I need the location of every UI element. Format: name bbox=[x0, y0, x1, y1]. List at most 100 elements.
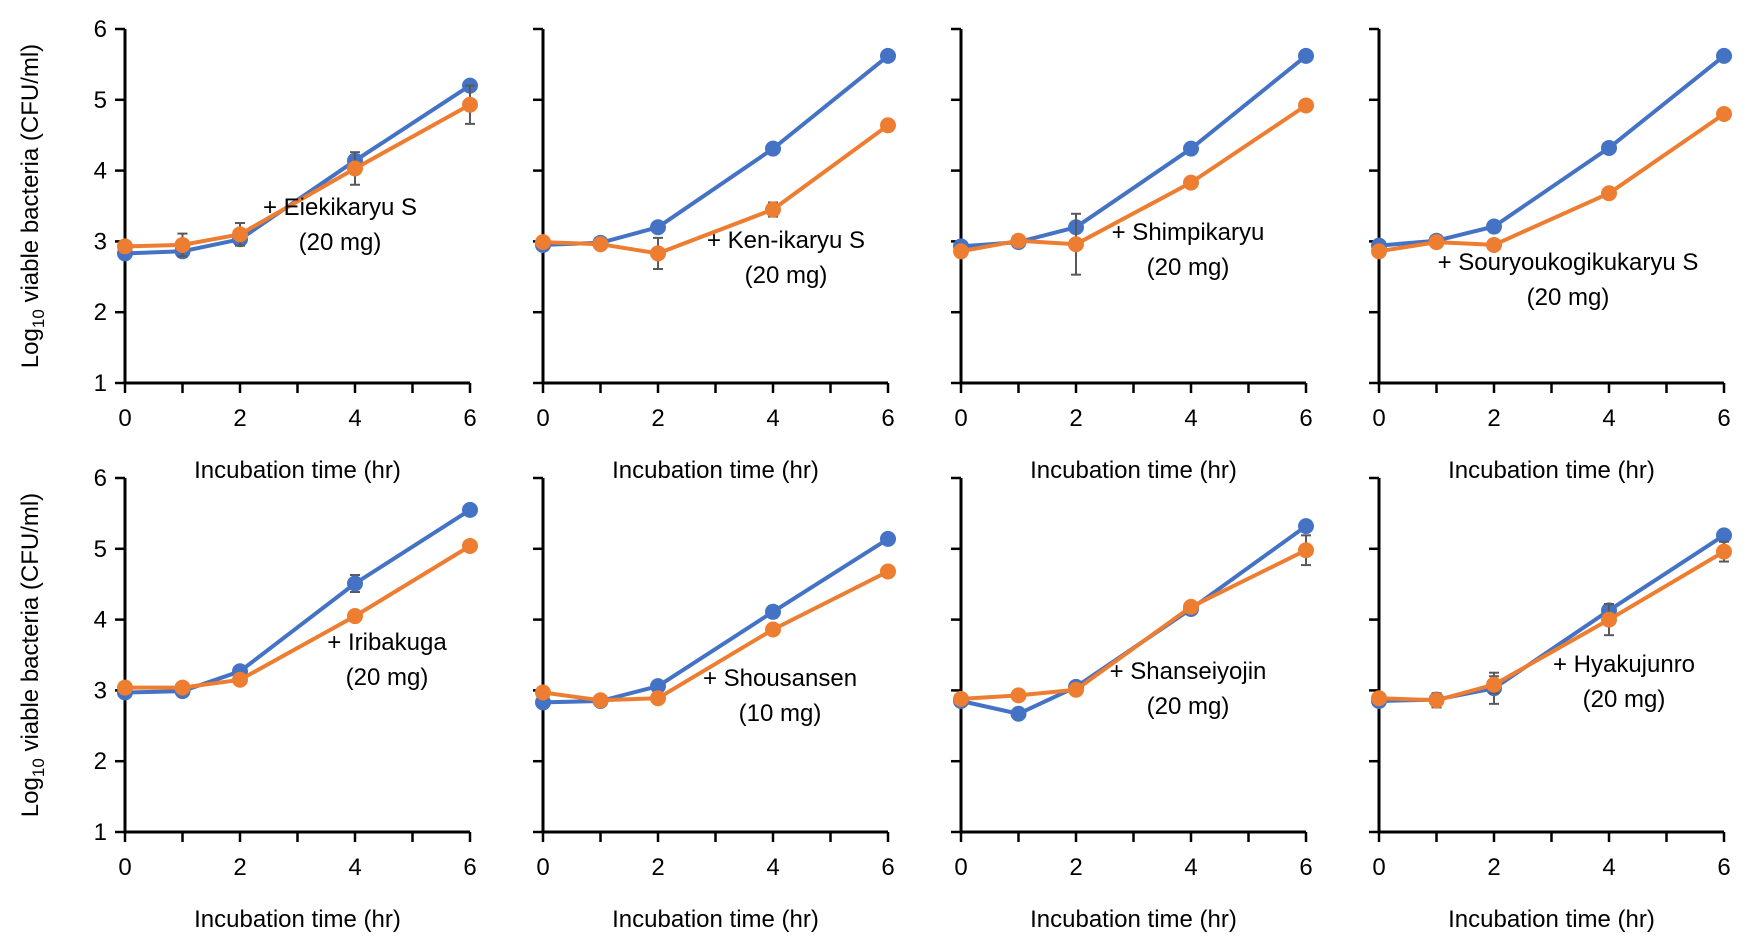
x-axis-title: Incubation time (hr) bbox=[612, 457, 819, 484]
x-tick-label: 2 bbox=[1487, 405, 1500, 432]
data-point bbox=[953, 243, 969, 260]
y-tick-label: 6 bbox=[94, 16, 107, 43]
series-orange bbox=[117, 537, 478, 696]
data-point bbox=[1371, 690, 1387, 707]
panel-annotation: + Eiekikaryu S bbox=[263, 194, 417, 221]
panel-annotation: + Ken-ikaryu S bbox=[707, 227, 865, 254]
data-point bbox=[1716, 527, 1732, 544]
data-point bbox=[117, 238, 133, 255]
data-point bbox=[347, 608, 363, 625]
series-orange bbox=[1371, 105, 1732, 260]
data-point bbox=[1298, 47, 1314, 64]
data-point bbox=[1371, 243, 1387, 260]
data-point bbox=[174, 236, 191, 253]
panel-annotation: + Iribakuga bbox=[327, 629, 447, 656]
panel-annotation: (20 mg) bbox=[1583, 686, 1666, 713]
data-point bbox=[1486, 676, 1502, 693]
x-tick-label: 2 bbox=[233, 405, 246, 432]
data-point bbox=[1428, 234, 1445, 251]
series-line bbox=[1378, 112, 1726, 254]
series-blue bbox=[535, 47, 896, 253]
chart-panel: 0 2 4 6 Incubation time (hr) + Shanseiyojin (2… bbox=[951, 476, 1314, 933]
x-tick-label: 4 bbox=[1602, 854, 1615, 881]
x-tick-label: 6 bbox=[881, 405, 894, 432]
x-axis-title: Incubation time (hr) bbox=[194, 906, 401, 933]
panel-annotation: + Souryoukogikukaryu S bbox=[1438, 249, 1699, 276]
y-tick-label: 3 bbox=[94, 228, 107, 255]
panel-annotation: (20 mg) bbox=[1147, 254, 1230, 281]
panel-annotation: + Shimpikaryu bbox=[1112, 219, 1265, 246]
data-point bbox=[953, 690, 969, 707]
data-point bbox=[1298, 542, 1314, 559]
x-tick-label: 4 bbox=[766, 405, 779, 432]
data-point bbox=[1183, 174, 1199, 191]
data-point bbox=[592, 692, 609, 709]
x-axis-title: Incubation time (hr) bbox=[194, 457, 401, 484]
data-point bbox=[765, 621, 781, 638]
data-point bbox=[650, 690, 666, 707]
data-point bbox=[880, 117, 896, 134]
data-point bbox=[1716, 105, 1732, 122]
x-tick-label: 6 bbox=[881, 854, 894, 881]
panel-annotation: (20 mg) bbox=[745, 262, 828, 289]
data-point bbox=[1298, 97, 1314, 114]
x-tick-label: 0 bbox=[1372, 854, 1385, 881]
series-line bbox=[960, 54, 1308, 249]
chart-panel: 0 2 4 6 Incubation time (hr) + Ken-ikaryu S (2… bbox=[533, 27, 896, 484]
data-point bbox=[462, 501, 478, 518]
x-tick-label: 4 bbox=[1184, 405, 1197, 432]
chart-panel: 0 2 4 6 Incubation time (hr) + Hyakujunro (20 … bbox=[1369, 476, 1732, 933]
panel-annotation: (10 mg) bbox=[739, 700, 822, 727]
data-point bbox=[462, 537, 478, 554]
data-point bbox=[880, 47, 896, 64]
data-point bbox=[765, 201, 781, 218]
x-tick-label: 2 bbox=[651, 854, 664, 881]
data-point bbox=[347, 160, 363, 177]
y-tick-label: 4 bbox=[94, 607, 107, 634]
x-axis-title: Incubation time (hr) bbox=[1448, 457, 1655, 484]
series-line bbox=[542, 54, 890, 247]
panel-annotation: + Shanseiyojin bbox=[1110, 658, 1267, 685]
data-point bbox=[462, 96, 478, 113]
data-point bbox=[535, 684, 551, 701]
series-blue bbox=[953, 518, 1314, 722]
x-tick-label: 2 bbox=[1069, 854, 1082, 881]
x-tick-label: 2 bbox=[1069, 405, 1082, 432]
data-point bbox=[650, 678, 666, 695]
y-tick-label: 2 bbox=[94, 299, 107, 326]
y-tick-label: 1 bbox=[94, 819, 107, 846]
x-axis-title: Incubation time (hr) bbox=[1448, 906, 1655, 933]
data-point bbox=[1068, 681, 1084, 698]
data-point bbox=[1183, 598, 1199, 615]
x-tick-label: 6 bbox=[1299, 854, 1312, 881]
chart-panel: 1 2 3 4 5 6 0 2 4 6 Incubation time (hr) Log10 viab… bbox=[17, 465, 478, 933]
x-tick-label: 6 bbox=[1717, 854, 1730, 881]
data-point bbox=[592, 236, 609, 253]
data-point bbox=[1486, 218, 1502, 235]
data-point bbox=[650, 245, 666, 262]
y-axis-title: Log10 viable bacteria (CFU/ml) bbox=[17, 44, 48, 368]
series-line bbox=[124, 103, 471, 249]
x-tick-label: 2 bbox=[233, 854, 246, 881]
chart-panel: 0 2 4 6 Incubation time (hr) + Shousansen (10 … bbox=[533, 476, 896, 933]
data-point bbox=[1716, 47, 1732, 64]
data-point bbox=[1601, 139, 1617, 156]
data-point bbox=[232, 226, 248, 243]
data-point bbox=[765, 603, 781, 620]
x-tick-label: 6 bbox=[1299, 405, 1312, 432]
data-point bbox=[535, 234, 551, 251]
x-tick-label: 0 bbox=[1372, 405, 1385, 432]
data-point bbox=[1010, 705, 1027, 722]
y-axis-title: Log10 viable bacteria (CFU/ml) bbox=[17, 493, 48, 817]
data-point bbox=[174, 679, 191, 696]
series-line bbox=[960, 524, 1308, 716]
x-tick-label: 0 bbox=[954, 854, 967, 881]
x-tick-label: 4 bbox=[348, 405, 361, 432]
data-point bbox=[1486, 236, 1502, 253]
series-blue bbox=[117, 77, 478, 262]
data-point bbox=[117, 679, 133, 696]
x-tick-label: 0 bbox=[536, 405, 549, 432]
chart-panel: 0 2 4 6 Incubation time (hr) + Shimpikaryu (20… bbox=[951, 27, 1314, 484]
y-tick-label: 5 bbox=[94, 536, 107, 563]
